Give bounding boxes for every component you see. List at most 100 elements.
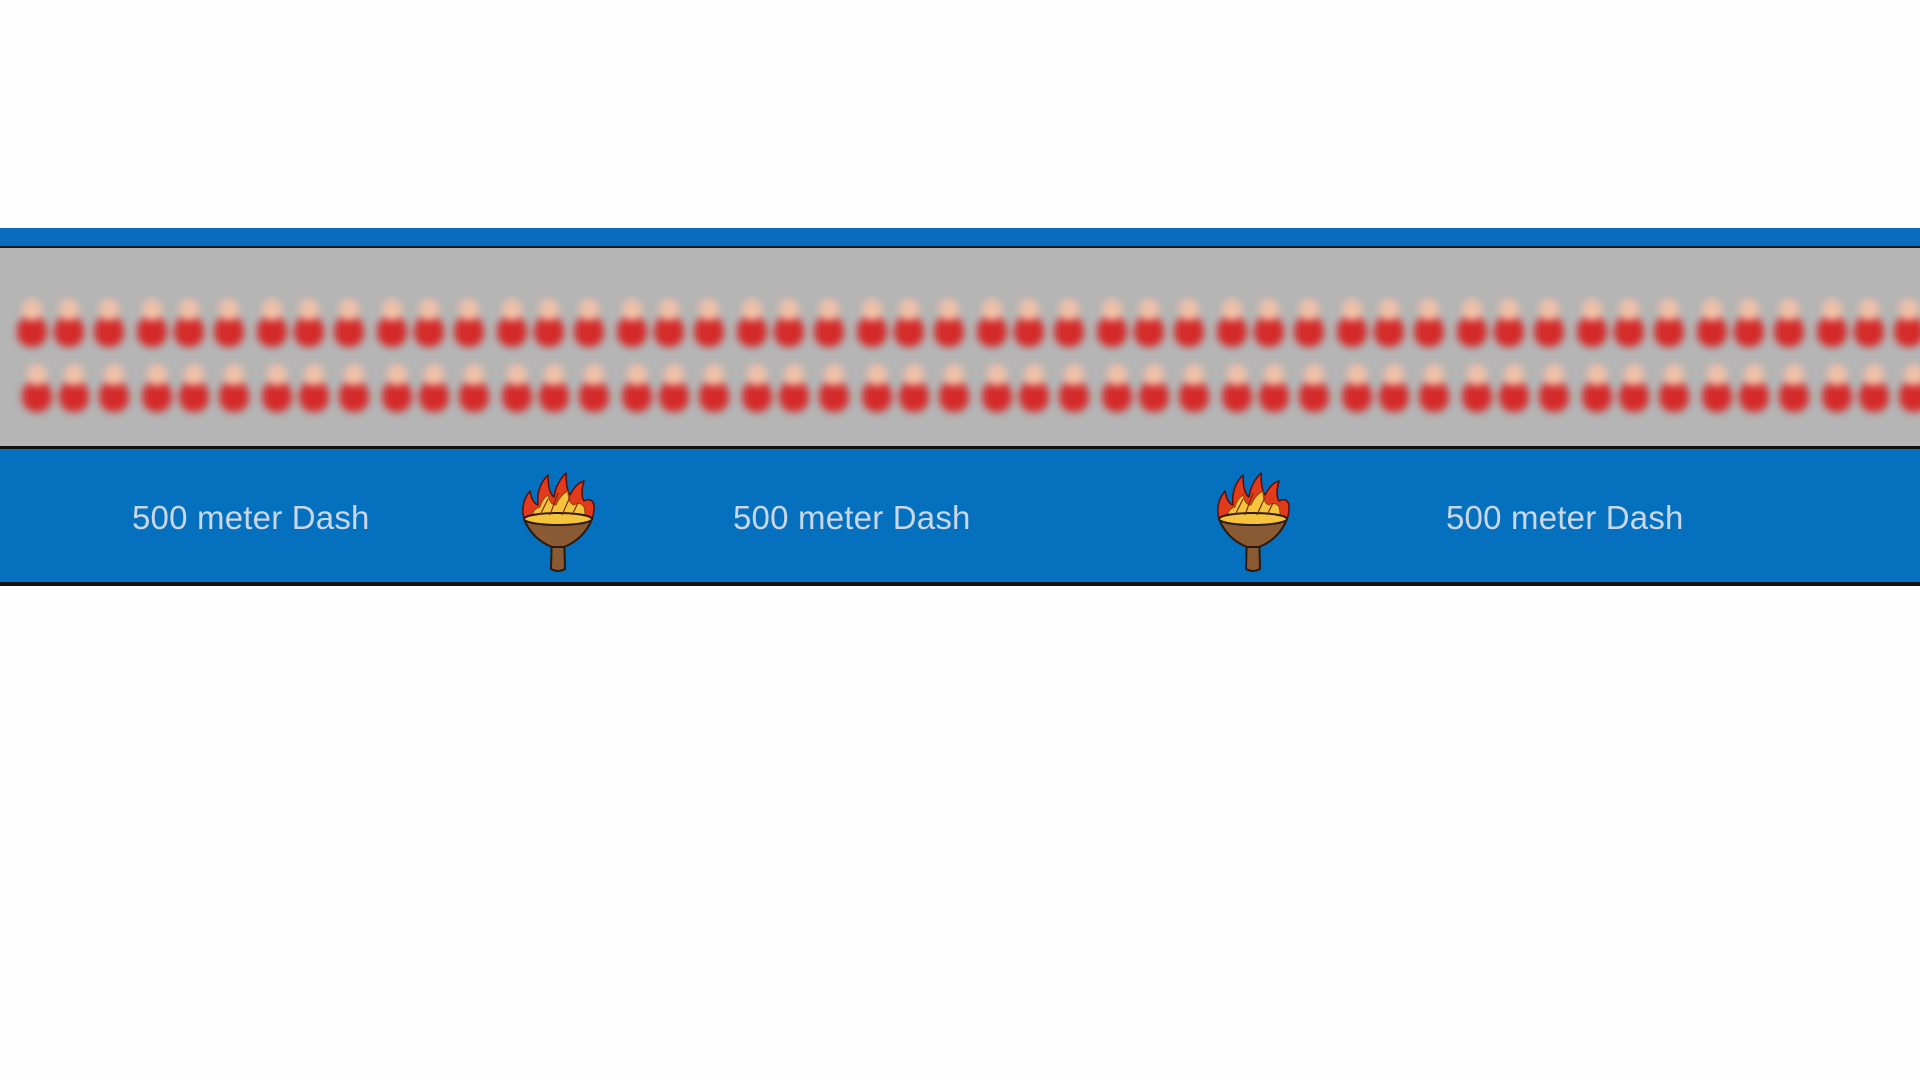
spectator-icon	[1859, 364, 1889, 412]
spectator-icon	[1294, 299, 1324, 347]
spectator-icon	[382, 364, 412, 412]
spectator-icon	[459, 364, 489, 412]
banner-label-3: 500 meter Dash	[1446, 499, 1684, 536]
spectator-icon	[294, 299, 324, 347]
spectator-icon	[99, 364, 129, 412]
spectator-icon	[977, 299, 1007, 347]
spectator-icon	[1299, 364, 1329, 412]
spectator-icon	[497, 299, 527, 347]
spectator-stands	[0, 248, 1920, 446]
spectator-icon	[1374, 299, 1404, 347]
banner-label-1: 500 meter Dash	[132, 499, 370, 536]
spectator-icon	[214, 299, 244, 347]
spectator-icon	[1259, 364, 1289, 412]
spectator-icon	[814, 299, 844, 347]
spectator-icon	[174, 299, 204, 347]
spectator-icon	[22, 364, 52, 412]
spectator-icon	[1054, 299, 1084, 347]
spectator-icon	[502, 364, 532, 412]
spectator-icon	[574, 299, 604, 347]
spectator-icon	[262, 364, 292, 412]
spectator-icon	[142, 364, 172, 412]
spectator-icon	[1539, 364, 1569, 412]
spectator-icon	[1822, 364, 1852, 412]
spectator-icon	[1414, 299, 1444, 347]
spectator-icon	[1014, 299, 1044, 347]
spectator-icon	[1337, 299, 1367, 347]
spectator-icon	[579, 364, 609, 412]
spectator-icon	[1179, 364, 1209, 412]
torch-icon	[522, 472, 595, 572]
spectator-icon	[534, 299, 564, 347]
spectator-icon	[862, 364, 892, 412]
spectator-icon	[1462, 364, 1492, 412]
spectator-icon	[1894, 299, 1920, 347]
spectator-icon	[1457, 299, 1487, 347]
spectator-icon	[1734, 299, 1764, 347]
spectator-icon	[1342, 364, 1372, 412]
torch-icon	[1217, 472, 1290, 572]
spectator-icon	[17, 299, 47, 347]
banner-label-2: 500 meter Dash	[733, 499, 971, 536]
crowd-row-2	[0, 358, 1920, 428]
spectator-icon	[894, 299, 924, 347]
spectator-icon	[1582, 364, 1612, 412]
spectator-icon	[59, 364, 89, 412]
spectator-icon	[1779, 364, 1809, 412]
spectator-icon	[1019, 364, 1049, 412]
spectator-icon	[414, 299, 444, 347]
spectator-icon	[1702, 364, 1732, 412]
spectator-icon	[1619, 364, 1649, 412]
top-stripe	[0, 228, 1920, 248]
spectator-icon	[1654, 299, 1684, 347]
spectator-icon	[857, 299, 887, 347]
spectator-icon	[1134, 299, 1164, 347]
spectator-icon	[617, 299, 647, 347]
spectator-icon	[1774, 299, 1804, 347]
spectator-icon	[934, 299, 964, 347]
spectator-icon	[1139, 364, 1169, 412]
spectator-icon	[94, 299, 124, 347]
spectator-icon	[774, 299, 804, 347]
spectator-icon	[779, 364, 809, 412]
spectator-icon	[54, 299, 84, 347]
spectator-icon	[742, 364, 772, 412]
spectator-icon	[1854, 299, 1884, 347]
spectator-icon	[1614, 299, 1644, 347]
spectator-icon	[377, 299, 407, 347]
spectator-icon	[737, 299, 767, 347]
spectator-icon	[1577, 299, 1607, 347]
spectator-icon	[1739, 364, 1769, 412]
spectator-icon	[419, 364, 449, 412]
spectator-icon	[622, 364, 652, 412]
spectator-icon	[699, 364, 729, 412]
spectator-icon	[1174, 299, 1204, 347]
spectator-icon	[137, 299, 167, 347]
spectator-icon	[339, 364, 369, 412]
spectator-icon	[299, 364, 329, 412]
spectator-icon	[1419, 364, 1449, 412]
spectator-icon	[1217, 299, 1247, 347]
event-banner: 500 meter Dash 500 meter Dash 500 meter …	[0, 446, 1920, 586]
spectator-icon	[1059, 364, 1089, 412]
spectator-icon	[257, 299, 287, 347]
spectator-icon	[1499, 364, 1529, 412]
spectator-icon	[659, 364, 689, 412]
spectator-icon	[1899, 364, 1920, 412]
spectator-icon	[939, 364, 969, 412]
spectator-icon	[1222, 364, 1252, 412]
spectator-icon	[1097, 299, 1127, 347]
spectator-icon	[1102, 364, 1132, 412]
spectator-icon	[1659, 364, 1689, 412]
spectator-icon	[219, 364, 249, 412]
crowd-row-1	[0, 293, 1920, 363]
spectator-icon	[1494, 299, 1524, 347]
spectator-icon	[454, 299, 484, 347]
spectator-icon	[654, 299, 684, 347]
spectator-icon	[539, 364, 569, 412]
spectator-icon	[819, 364, 849, 412]
spectator-icon	[1697, 299, 1727, 347]
spectator-icon	[1534, 299, 1564, 347]
spectator-icon	[334, 299, 364, 347]
